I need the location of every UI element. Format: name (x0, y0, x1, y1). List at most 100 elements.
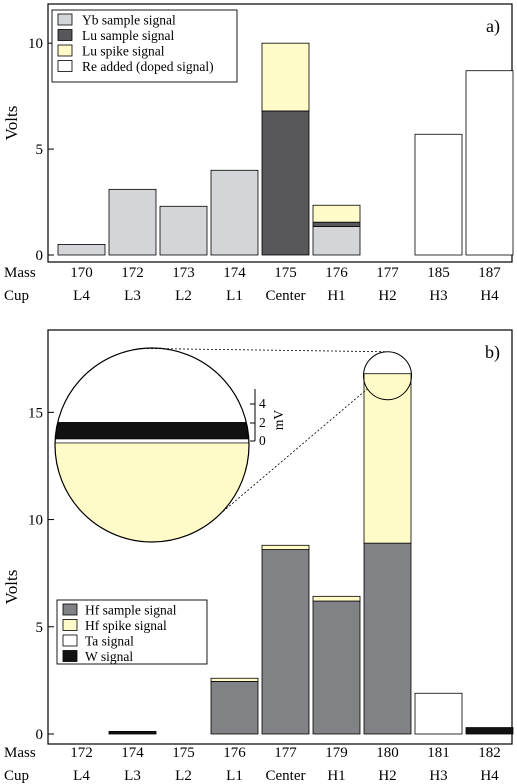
mass-tick-label: 177 (376, 265, 399, 281)
magnifier-guide-top (146, 348, 386, 353)
legend-box (56, 599, 208, 665)
y-axis-label: Volts (2, 106, 21, 141)
legend-swatch (57, 44, 73, 57)
cup-tick-label: H3 (429, 768, 447, 784)
inset-band-above (55, 348, 249, 423)
panel-label: b) (485, 342, 500, 363)
bar-segment (261, 544, 310, 550)
mass-tick-label: 177 (274, 745, 297, 761)
legend-swatch (62, 634, 78, 647)
chart-panel-b: 0 5 10 15 Volts b) 172 L4 174 L3 175 L2 176 L1 177 Cent… (2, 329, 514, 784)
legend-swatch (57, 60, 73, 72)
legend-swatch (62, 619, 78, 631)
mass-row-label: Mass (4, 745, 36, 761)
inset-band-hf-spike (55, 442, 249, 542)
y-axis-label: Volts (2, 570, 21, 605)
cup-tick-label: H3 (429, 288, 447, 304)
legend-swatch (62, 603, 78, 616)
cup-tick-label: L4 (73, 288, 90, 304)
legend-label: Hf sample signal (85, 603, 177, 618)
y-tick-label: 10 (28, 36, 43, 52)
bar-segment (210, 677, 259, 682)
bar-segment (312, 221, 361, 227)
bar-segment (312, 595, 361, 602)
mass-tick-label: 172 (121, 265, 144, 281)
mass-tick-label: 185 (427, 265, 450, 281)
legend-label: Ta signal (85, 634, 134, 649)
inset-units-label: mV (271, 410, 286, 431)
legend-label: W signal (85, 649, 133, 664)
bar-segment (312, 600, 361, 735)
mass-row-label: Mass (4, 265, 36, 281)
cup-tick-label: L2 (175, 768, 192, 784)
cup-tick-label: L2 (175, 288, 192, 304)
y-tick-label: 0 (36, 248, 44, 264)
bar-segment (312, 204, 361, 223)
mass-tick-label: 174 (223, 265, 246, 281)
cup-tick-label: H2 (378, 768, 396, 784)
mass-tick-label: 170 (70, 265, 93, 281)
cup-tick-label: Center (266, 288, 306, 304)
bar-segment (159, 205, 208, 256)
bar-segment (414, 133, 463, 256)
cup-tick-label: L1 (226, 288, 243, 304)
legend-swatch (57, 29, 73, 41)
mass-tick-label: 172 (70, 745, 93, 761)
y-tick-label: 15 (28, 405, 43, 421)
chart-panel-a: 0 5 10 Volts a) 170 L4 172 L3 173 L2 174 L1 175 Center… (2, 3, 514, 304)
bar-segment (261, 42, 310, 112)
cup-tick-label: H2 (378, 288, 396, 304)
bar-segment (210, 169, 259, 256)
mass-tick-label: 180 (376, 745, 399, 761)
legend-label: Lu sample signal (82, 28, 174, 43)
inset-scale-tick-label: 2 (259, 415, 266, 430)
cup-tick-label: H4 (480, 768, 499, 784)
cup-tick-label: L3 (124, 288, 141, 304)
cup-row-label: Cup (4, 768, 29, 784)
mass-tick-label: 181 (427, 745, 450, 761)
cup-tick-label: L1 (226, 768, 243, 784)
mass-tick-label: 176 (325, 265, 348, 281)
inset-scale-tick-label: 0 (259, 433, 266, 448)
panel-label: a) (486, 16, 500, 37)
bar-segment (261, 110, 310, 256)
y-tick-label: 10 (28, 513, 43, 529)
cup-tick-label: L3 (124, 768, 141, 784)
cup-row-label: Cup (4, 288, 29, 304)
y-tick-label: 0 (36, 727, 44, 743)
bar-segment (108, 731, 157, 735)
inset-band-ta (55, 438, 249, 444)
inset-circle (54, 347, 250, 543)
bar-segment (108, 188, 157, 256)
y-tick-label: 5 (36, 620, 44, 636)
cup-tick-label: H4 (480, 288, 499, 304)
inset-scale-tick-label: 4 (259, 396, 266, 411)
mass-tick-label: 175 (172, 745, 195, 761)
cup-tick-label: H1 (327, 288, 345, 304)
legend-swatch (57, 13, 73, 26)
mass-tick-label: 174 (121, 745, 144, 761)
mass-tick-label: 179 (325, 745, 348, 761)
y-tick-label: 5 (36, 142, 44, 158)
cup-tick-label: Center (266, 768, 306, 784)
bar-segment (210, 681, 259, 735)
plot-frame (47, 329, 513, 745)
mass-tick-label: 173 (172, 265, 195, 281)
mass-tick-label: 182 (478, 745, 501, 761)
legend-swatch (62, 650, 78, 662)
legend-label: Lu spike signal (82, 44, 165, 59)
bar-segment (465, 70, 514, 256)
bar-segment (363, 542, 412, 735)
magnifier-circle (363, 351, 412, 401)
legend-label: Yb sample signal (82, 13, 176, 28)
bar-segment (312, 226, 361, 256)
mass-tick-label: 175 (274, 265, 297, 281)
bar-segment (57, 244, 106, 256)
cup-tick-label: L4 (73, 768, 90, 784)
mass-tick-label: 176 (223, 745, 246, 761)
legend-label: Hf spike signal (85, 618, 167, 633)
legend-label: Re added (doped signal) (82, 59, 214, 74)
magnifier-guide-bottom (219, 388, 368, 515)
mass-tick-label: 187 (478, 265, 501, 281)
